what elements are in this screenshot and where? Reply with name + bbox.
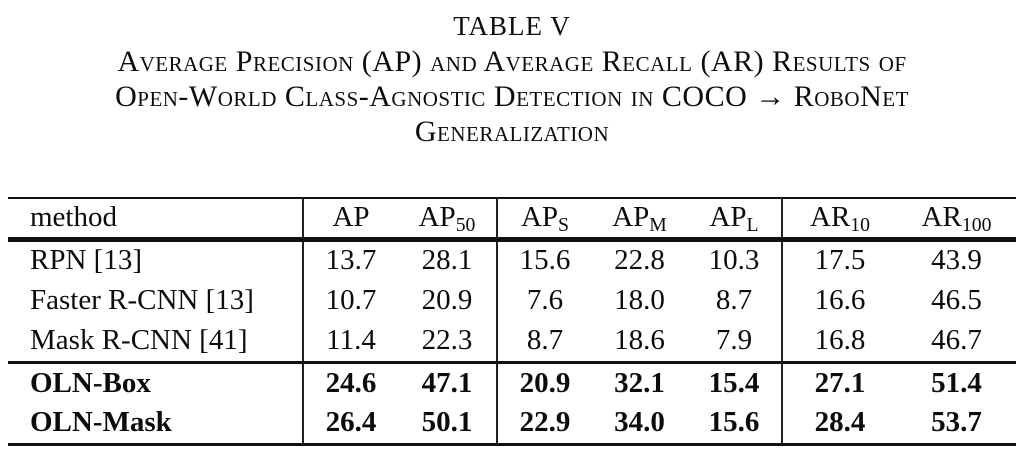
value-cell: 51.4: [897, 360, 1016, 403]
table-row: RPN [13] 13.7 28.1 15.6 22.8 10.3 17.5 43.9: [8, 239, 1016, 280]
method-cell: RPN [13]: [30, 244, 142, 277]
table-caption: TABLE V Average Precision (AP) and Avera…: [0, 0, 1024, 149]
table-body: RPN [13] 13.7 28.1 15.6 22.8 10.3 17.5 43.9 Fast…: [8, 239, 1016, 444]
column-header-apm: APM: [592, 198, 687, 242]
value-cell: 7.6: [496, 280, 592, 321]
table-caption-label: TABLE V: [453, 11, 571, 41]
value-cell: 13.7: [302, 239, 398, 280]
column-header-ap: AP: [302, 198, 398, 242]
value-cell: 8.7: [715, 284, 753, 316]
value-cell: 18.0: [614, 284, 665, 316]
header-row: method AP AP50 APS APM APL AR10 AR100: [8, 198, 1016, 242]
column-header-method: method: [8, 198, 303, 242]
value-cell: 17.5: [781, 239, 897, 280]
value-cell: 50.1: [421, 406, 473, 439]
value-cell: 15.6: [708, 406, 760, 439]
results-table: method AP AP50 APS APM APL AR10 AR100 RPN [13] 1…: [8, 197, 1016, 446]
method-cell: Faster R-CNN [13]: [30, 284, 254, 316]
value-cell: 24.6: [302, 360, 398, 403]
value-cell: 22.3: [421, 324, 473, 357]
value-cell: 15.4: [687, 360, 782, 403]
value-cell: 20.9: [496, 360, 592, 403]
table-row: OLN-Box 24.6 47.1 20.9 32.1 15.4 27.1 51.4: [8, 360, 1016, 403]
value-cell: 16.6: [781, 280, 897, 321]
value-cell: 22.8: [614, 244, 665, 277]
column-header-ap50: AP50: [398, 198, 497, 242]
value-cell: 7.9: [715, 324, 753, 357]
value-cell: 32.1: [592, 360, 687, 403]
value-cell: 47.1: [398, 360, 497, 403]
caption-line: Average Precision (AP) and Average Recal…: [117, 45, 907, 78]
table-caption-text: Average Precision (AP) and Average Recal…: [0, 44, 1024, 149]
method-cell: Mask R-CNN [41]: [30, 324, 248, 357]
value-cell: 18.6: [614, 324, 665, 357]
value-cell: 53.7: [931, 406, 982, 439]
value-cell: 10.3: [708, 244, 760, 277]
method-cell: OLN-Box: [8, 360, 303, 403]
value-cell: 10.7: [302, 280, 398, 321]
caption-line: Generalization: [414, 115, 610, 148]
table-row: OLN-Mask 26.4 50.1 22.9 34.0 15.6 28.4 53.7: [8, 403, 1016, 444]
value-cell: 22.9: [496, 403, 592, 444]
value-cell: 8.7: [496, 321, 592, 362]
value-cell: 28.1: [421, 244, 473, 277]
table-header: method AP AP50 APS APM APL AR10 AR100: [8, 198, 1016, 242]
value-cell: 16.8: [781, 321, 897, 362]
table-row: Mask R-CNN [41] 11.4 22.3 8.7 18.6 7.9 16.8 46.…: [8, 321, 1016, 362]
value-cell: 20.9: [421, 284, 473, 316]
value-cell: 46.7: [931, 324, 982, 357]
value-cell: 15.6: [496, 239, 592, 280]
value-cell: 28.4: [781, 403, 897, 444]
value-cell: 46.5: [931, 284, 982, 316]
value-cell: 27.1: [781, 360, 897, 403]
caption-line: Open-World Class-Agnostic Detection in C…: [115, 80, 909, 113]
column-header-aps: APS: [496, 198, 592, 242]
table-row: Faster R-CNN [13] 10.7 20.9 7.6 18.0 8.7 16.6 4…: [8, 280, 1016, 321]
method-cell: OLN-Mask: [30, 406, 172, 439]
value-cell: 34.0: [614, 406, 665, 439]
column-header-ar10: AR10: [781, 198, 897, 242]
value-cell: 11.4: [302, 321, 398, 362]
column-header-apl: APL: [687, 198, 782, 242]
column-header-ar100: AR100: [897, 198, 1016, 242]
value-cell: 43.9: [931, 244, 982, 277]
value-cell: 26.4: [302, 403, 398, 444]
